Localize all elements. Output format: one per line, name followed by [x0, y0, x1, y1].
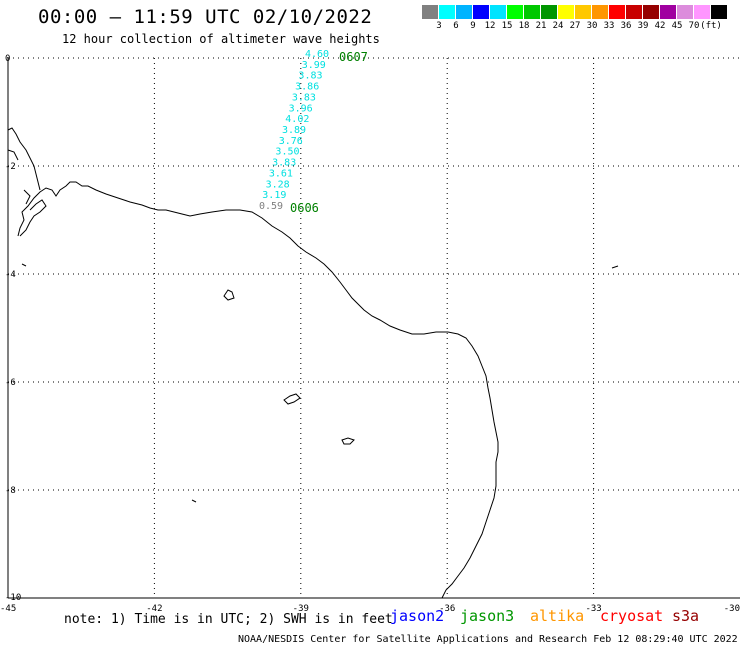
map-title: 00:00 – 11:59 UTC 02/10/2022 [38, 6, 373, 28]
color-scale-label: 39 [637, 21, 649, 31]
x-tick-label: -42 [146, 604, 162, 614]
x-tick-labels: -45 -42 -39 -36 -33 -30 [0, 604, 740, 614]
satellite-legend-item: cryosat [600, 607, 664, 625]
color-scale-label: 45 [671, 21, 683, 31]
color-scale-label: 18 [518, 21, 530, 31]
footer-credit: NOAA/NESDIS Center for Satellite Applica… [238, 634, 738, 645]
map-gridlines [8, 57, 740, 598]
swh-value: 3.50 [275, 147, 299, 158]
y-tick-label: -4 [5, 270, 16, 280]
y-tick-label: -10 [5, 593, 21, 603]
swh-value: 3.83 [272, 158, 296, 169]
y-tick-label: -6 [5, 378, 16, 388]
color-swatch [592, 5, 609, 19]
color-scale-label: 3 [436, 21, 442, 31]
color-swatch [643, 5, 660, 19]
color-swatch [558, 5, 575, 19]
map-subtitle: 12 hour collection of altimeter wave hei… [62, 32, 380, 46]
color-scale-label: 42 [654, 21, 666, 31]
color-swatch [677, 5, 694, 19]
swh-value: 4.02 [285, 114, 309, 125]
swh-value: 3.99 [302, 60, 326, 71]
y-tick-label: -8 [5, 486, 16, 496]
satellite-legend-item: jason3 [460, 607, 515, 625]
color-swatch [490, 5, 507, 19]
coastline-inlet [7, 127, 47, 237]
color-scale-label: 24 [552, 21, 564, 31]
swh-value: 3.19 [262, 190, 286, 201]
footer-note: note: 1) Time is in UTC; 2) SWH is in fe… [64, 612, 393, 627]
swh-value: 3.61 [269, 168, 293, 179]
swh-value: 0.59 [259, 201, 283, 212]
island-6 [21, 263, 27, 267]
track-time-label: 0607 [339, 50, 368, 64]
x-tick-label: -36 [439, 604, 455, 614]
color-scale-label: 27 [569, 21, 581, 31]
swh-value: 3.76 [279, 136, 303, 147]
color-swatch [711, 5, 728, 19]
color-scale-label: 36 [620, 21, 632, 31]
color-swatch [524, 5, 541, 19]
color-swatch [456, 5, 473, 19]
x-tick-label: -45 [0, 604, 16, 614]
island-5 [611, 265, 619, 269]
color-swatch [575, 5, 592, 19]
color-swatch [626, 5, 643, 19]
y-tick-label: -2 [5, 162, 16, 172]
color-swatch [439, 5, 456, 19]
color-scale-label: 12 [484, 21, 496, 31]
swh-value: 3.89 [282, 125, 306, 136]
color-scale-label: 6 [453, 21, 459, 31]
swh-value: 3.28 [266, 179, 290, 190]
island-1 [223, 289, 235, 301]
color-scale-label: 70 [688, 21, 700, 31]
satellite-legend-item: jason2 [390, 607, 445, 625]
y-tick-labels: 0 -2 -4 -6 -8 -10 [5, 54, 21, 603]
y-tick-label: 0 [5, 54, 10, 64]
color-scale-label: 21 [535, 21, 547, 31]
color-scale-label: 9 [470, 21, 476, 31]
satellite-legend-item: s3a [672, 607, 700, 625]
swh-value: 3.86 [295, 82, 319, 93]
color-scale-label: 15 [501, 21, 513, 31]
island-4 [191, 499, 197, 503]
swh-value: 4.60 [305, 49, 329, 60]
color-scale-labels: 3 6 9 12 15 18 21 24 27 30 33 36 39 42 45 70 (ft) [422, 21, 740, 35]
track-time-label: 0606 [290, 201, 319, 215]
color-scale-label: 33 [603, 21, 615, 31]
color-swatch [422, 5, 439, 19]
island-2 [283, 393, 301, 405]
altimeter-track: 4.603.993.833.863.833.964.023.893.763.50… [259, 49, 368, 215]
x-tick-label: -39 [293, 604, 309, 614]
island-3 [341, 437, 355, 445]
x-tick-label: -33 [585, 604, 601, 614]
color-swatch [473, 5, 490, 19]
color-swatch [507, 5, 524, 19]
swh-value: 3.83 [292, 92, 316, 103]
x-tick-label: -30 [724, 604, 740, 614]
color-scale-label: 30 [586, 21, 598, 31]
coastline-mainland [17, 181, 499, 599]
swh-value: 3.83 [298, 71, 322, 82]
color-swatch [694, 5, 711, 19]
color-swatch [541, 5, 558, 19]
swh-value: 3.96 [289, 103, 313, 114]
color-scale-label: (ft) [700, 21, 722, 31]
satellite-legend-item: altika [530, 607, 585, 625]
color-scale-bar [422, 5, 728, 19]
color-swatch [660, 5, 677, 19]
color-swatch [609, 5, 626, 19]
